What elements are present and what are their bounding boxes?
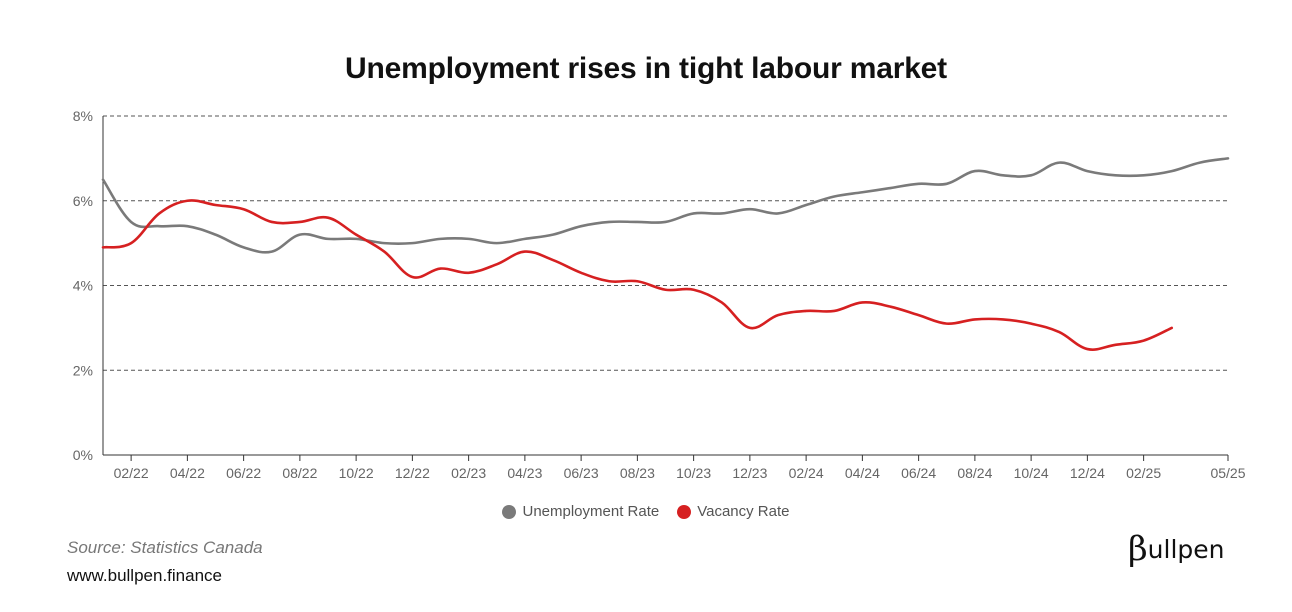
x-tick-label: 04/23 xyxy=(507,465,542,481)
x-tick-label: 06/23 xyxy=(564,465,599,481)
x-tick-label: 08/22 xyxy=(282,465,317,481)
legend: Unemployment Rate Vacancy Rate xyxy=(0,503,1292,520)
x-tick-label: 12/22 xyxy=(395,465,430,481)
axes xyxy=(102,116,1228,456)
x-tick-label: 08/23 xyxy=(620,465,655,481)
x-tick-label: 12/24 xyxy=(1070,465,1105,481)
gridlines xyxy=(103,115,1228,371)
x-tick-label: 10/22 xyxy=(339,465,374,481)
x-tick-label: 10/24 xyxy=(1014,465,1049,481)
x-tick-label: 04/22 xyxy=(170,465,205,481)
x-tick-label: 02/25 xyxy=(1126,465,1161,481)
chart-title: Unemployment rises in tight labour marke… xyxy=(345,52,947,85)
x-tick-label: 08/24 xyxy=(957,465,992,481)
y-tick-label: 8% xyxy=(73,108,93,124)
x-axis-ticks: 02/22 04/22 06/22 08/22 10/22 12/22 02/23 04/23… xyxy=(114,455,1246,481)
series-line-unemployment-rate xyxy=(101,157,1230,254)
x-tick-label: 06/22 xyxy=(226,465,261,481)
y-tick-label: 2% xyxy=(73,362,93,378)
x-tick-label: 02/23 xyxy=(451,465,486,481)
x-tick-label: 02/24 xyxy=(789,465,824,481)
x-tick-label: 04/24 xyxy=(845,465,880,481)
logo-beta-glyph: β xyxy=(1128,529,1148,569)
x-tick-label: 12/23 xyxy=(732,465,767,481)
source-note: Source: Statistics Canada xyxy=(67,538,263,557)
x-tick-label: 02/22 xyxy=(114,465,149,481)
legend-marker-vacancy-rate xyxy=(677,504,692,519)
series-line-vacancy-rate xyxy=(101,199,1174,351)
y-axis-ticks: 0% 2% 4% 6% 8% xyxy=(73,108,93,463)
legend-marker-unemployment-rate xyxy=(502,504,517,519)
bullpen-logo: β ullpen xyxy=(1128,532,1225,566)
legend-item-vacancy-rate[interactable]: Vacancy Rate xyxy=(677,503,790,520)
logo-wordmark: ullpen xyxy=(1147,535,1225,564)
legend-item-unemployment-rate[interactable]: Unemployment Rate xyxy=(502,503,659,520)
x-tick-label: 10/23 xyxy=(676,465,711,481)
y-tick-label: 4% xyxy=(73,278,93,294)
series-lines xyxy=(101,157,1230,351)
x-tick-label: 06/24 xyxy=(901,465,936,481)
website-link[interactable]: www.bullpen.finance xyxy=(67,566,222,585)
legend-label-vacancy-rate: Vacancy Rate xyxy=(697,503,790,520)
x-tick-label: 05/25 xyxy=(1210,465,1245,481)
y-tick-label: 6% xyxy=(73,193,93,209)
legend-label-unemployment-rate: Unemployment Rate xyxy=(522,503,660,520)
y-tick-label: 0% xyxy=(73,447,93,463)
